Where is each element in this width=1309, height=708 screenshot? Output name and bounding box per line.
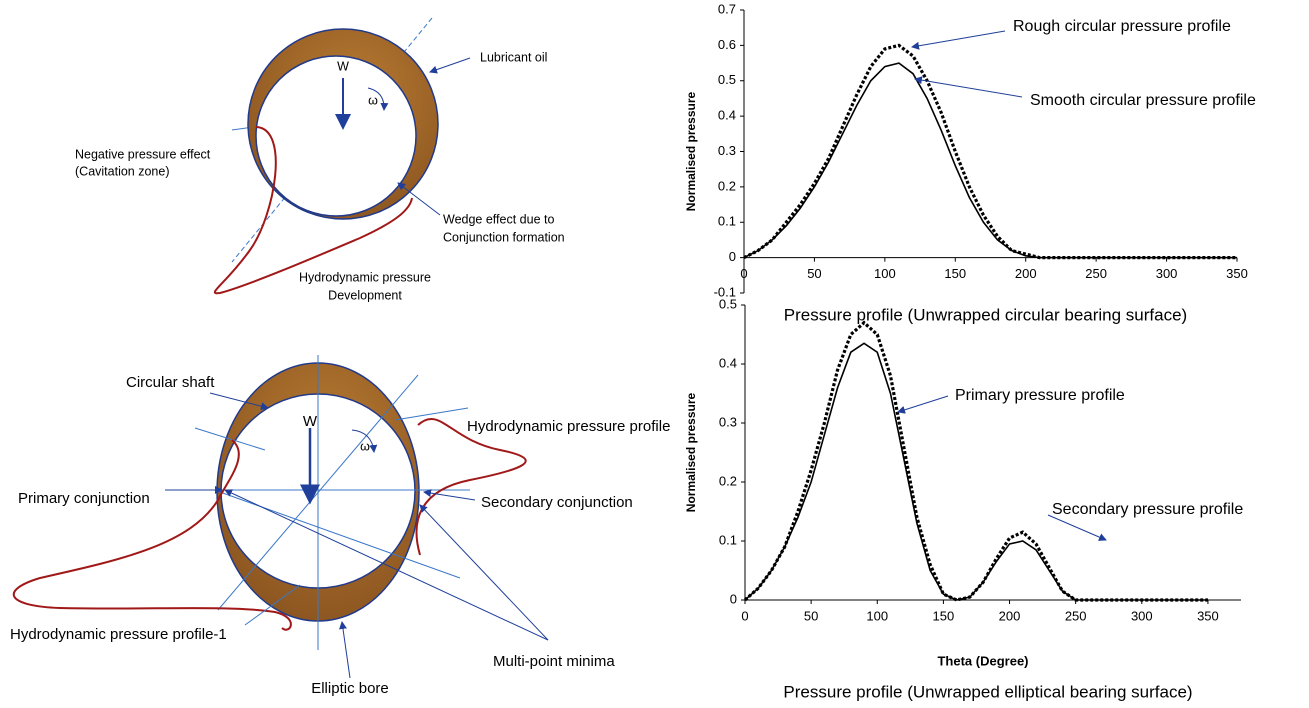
x-tick-label: 250 <box>1085 266 1107 281</box>
label: Circular shaft <box>126 374 215 391</box>
y-tick-label: 0.1 <box>718 214 736 229</box>
annotation-arrow <box>914 76 1023 98</box>
chart-caption: Pressure profile (Unwrapped circular bea… <box>784 305 1187 324</box>
label: ω <box>360 439 370 453</box>
series-line <box>743 320 1208 602</box>
y-tick-label: 0.3 <box>719 414 737 429</box>
x-tick-label: 100 <box>866 608 888 623</box>
y-tick-label: 0.6 <box>718 37 736 52</box>
label: Hydrodynamic pressure profile <box>467 418 670 435</box>
label: W <box>337 59 349 73</box>
annotation: Smooth circular pressure profile <box>1030 92 1256 109</box>
pressure-curve <box>12 439 292 631</box>
pressure-curve <box>415 418 527 556</box>
series-line <box>743 43 1237 260</box>
x-tick-label: 300 <box>1156 266 1178 281</box>
pointer <box>209 392 269 411</box>
shaft <box>255 55 417 217</box>
x-tick-label: 350 <box>1197 608 1219 623</box>
y-tick-label: 0.3 <box>718 143 736 158</box>
label: ω <box>368 93 378 107</box>
annotation: Secondary pressure profile <box>1052 501 1243 518</box>
label: Conjunction formation <box>443 230 565 244</box>
x-tick-label: 150 <box>944 266 966 281</box>
annotation: Rough circular pressure profile <box>1013 18 1231 35</box>
y-tick-label: 0.7 <box>718 1 736 16</box>
label: (Cavitation zone) <box>75 164 170 178</box>
y-tick-label: 0.5 <box>718 72 736 87</box>
guide-line <box>394 407 469 421</box>
pointer <box>339 621 351 679</box>
y-axis-label: Normalised pressure <box>684 392 698 512</box>
circular-bearing-diagram: W ω Lubricant oil Negative pressure effe… <box>75 17 565 302</box>
rotation-arrow <box>367 87 389 111</box>
x-tick-label: 100 <box>874 266 896 281</box>
x-tick-label: 350 <box>1226 266 1248 281</box>
annotation: Primary pressure profile <box>955 387 1125 404</box>
x-axis-label: Theta (Degree) <box>937 653 1028 668</box>
guide-line <box>194 427 266 451</box>
y-tick-label: 0.2 <box>719 473 737 488</box>
chart-caption: Pressure profile (Unwrapped elliptical b… <box>783 682 1192 701</box>
x-tick-label: 0 <box>740 266 747 281</box>
rotation-arrow <box>351 429 378 453</box>
pressure-curve <box>213 126 413 295</box>
label: Primary conjunction <box>18 490 150 507</box>
series-line <box>744 342 1208 601</box>
annotation-arrow <box>1047 514 1107 541</box>
y-axis-label: Normalised pressure <box>684 91 698 211</box>
label: Lubricant oil <box>480 50 547 64</box>
label: Wedge effect due to <box>443 212 554 226</box>
pointer <box>429 57 471 74</box>
x-tick-label: 250 <box>1065 608 1087 623</box>
series-line <box>743 62 1237 259</box>
y-tick-label: 0 <box>730 591 737 606</box>
x-tick-label: 200 <box>999 608 1021 623</box>
y-tick-label: 0.4 <box>719 355 737 370</box>
annotation-arrow <box>911 30 1006 50</box>
label: Multi-point minima <box>493 653 615 670</box>
label: Hydrodynamic pressure profile-1 <box>10 626 227 643</box>
annotation-arrow <box>897 395 949 414</box>
x-tick-label: 50 <box>807 266 821 281</box>
label: Development <box>328 288 402 302</box>
x-tick-label: 150 <box>933 608 955 623</box>
y-tick-label: 0.5 <box>719 296 737 311</box>
label: W <box>303 413 318 430</box>
x-tick-label: 200 <box>1015 266 1037 281</box>
pointer <box>423 489 476 501</box>
label: Elliptic bore <box>311 680 389 697</box>
pointer <box>224 489 549 641</box>
y-tick-label: -0.1 <box>714 284 736 299</box>
guide-line <box>244 584 301 626</box>
label: Hydrodynamic pressure <box>299 270 431 284</box>
y-tick-label: 0.2 <box>718 178 736 193</box>
label: Negative pressure effect <box>75 147 211 161</box>
label: Secondary conjunction <box>481 494 633 511</box>
x-tick-label: 0 <box>741 608 748 623</box>
pointer <box>397 182 441 216</box>
pointer <box>419 504 549 641</box>
elliptical-bearing-diagram: W ω Circular shaft Hydrodynamic pressure… <box>10 355 670 697</box>
x-tick-label: 300 <box>1131 608 1153 623</box>
y-tick-label: 0.1 <box>719 532 737 547</box>
x-tick-label: 50 <box>804 608 818 623</box>
y-tick-label: 0.4 <box>718 108 736 123</box>
y-tick-label: 0 <box>729 249 736 264</box>
